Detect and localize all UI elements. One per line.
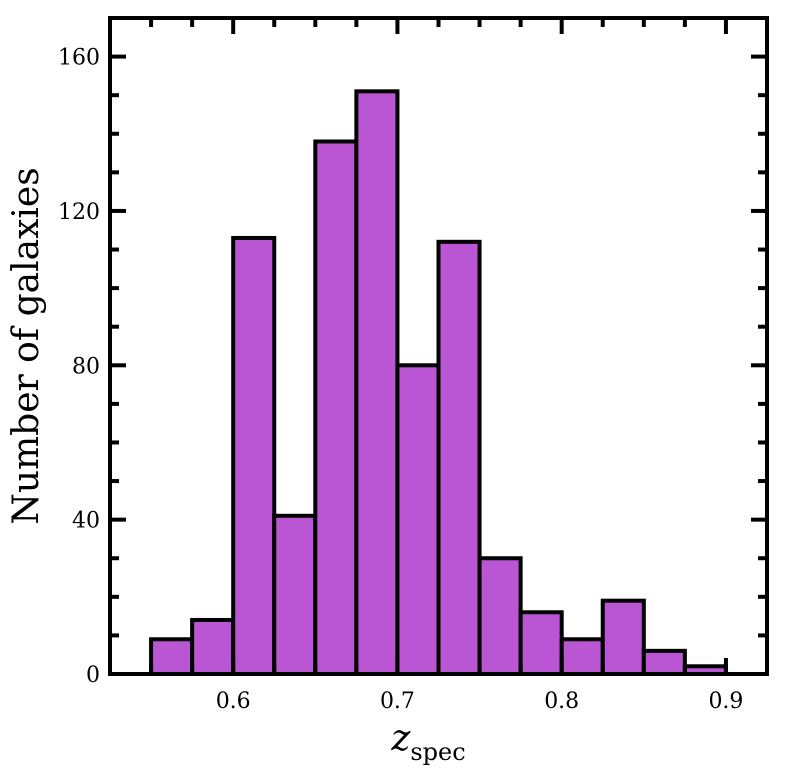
- x-tick-label: 0.8: [544, 689, 579, 714]
- y-tick-label: 120: [58, 200, 100, 225]
- histogram-bar-4: [313, 139, 359, 676]
- x-axis-label-main: z: [390, 718, 411, 759]
- x-axis-label-subscript: spec: [410, 738, 465, 766]
- histogram-bar-12: [641, 648, 687, 676]
- y-tick-label: 40: [72, 509, 100, 534]
- histogram-bar-8: [477, 556, 523, 676]
- y-tick-label: 80: [72, 354, 100, 379]
- x-tick-label: 0.9: [708, 689, 743, 714]
- histogram-bar-3: [272, 513, 318, 676]
- histogram-bar-7: [436, 239, 482, 676]
- histogram-bar-10: [559, 637, 605, 676]
- histogram-bar-2: [231, 235, 277, 676]
- bars-layer: [149, 89, 728, 677]
- plot-frame: [108, 16, 769, 676]
- histogram-bar-9: [518, 610, 564, 677]
- y-tick-label: 160: [58, 46, 100, 71]
- x-tick-label: 0.7: [380, 689, 415, 714]
- y-tick-label: 0: [86, 663, 100, 688]
- x-tick-label: 0.6: [216, 689, 251, 714]
- histogram-bar-6: [395, 363, 441, 676]
- histogram-bar-5: [354, 89, 400, 677]
- y-axis-label: Number of galaxies: [6, 167, 47, 524]
- histogram-bar-0: [149, 637, 195, 676]
- labels-layer: Number of galaxies zspec: [6, 167, 466, 766]
- histogram-bar-11: [600, 598, 646, 677]
- histogram-bar-1: [190, 617, 236, 676]
- x-axis-label: zspec: [390, 718, 465, 766]
